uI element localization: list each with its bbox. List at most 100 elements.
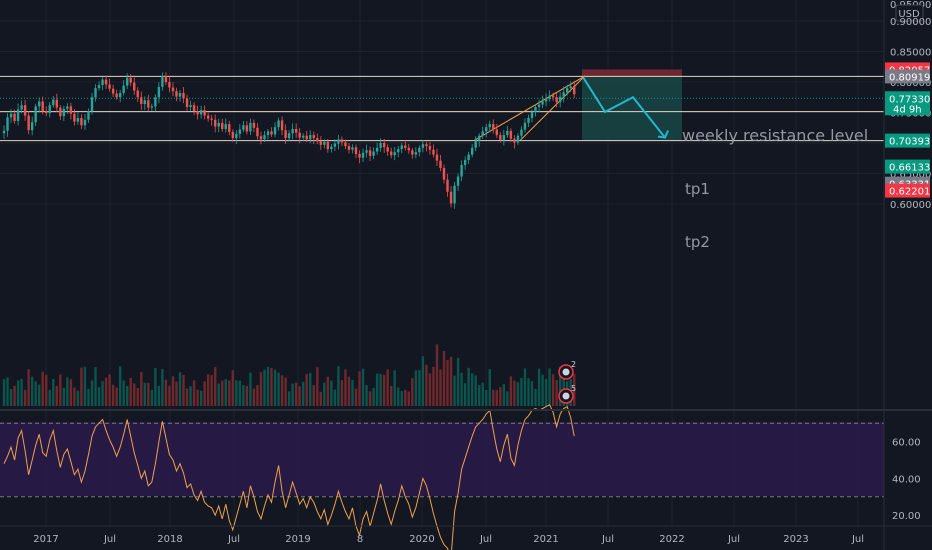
volume-bar: [168, 385, 171, 406]
price-tick-label: 0.85000: [890, 48, 931, 59]
candle-body: [347, 146, 351, 150]
volume-bar: [513, 380, 516, 406]
candle-body: [30, 122, 34, 131]
candle-body: [294, 128, 298, 133]
channel-upper-line: [473, 75, 586, 141]
candle-body: [287, 133, 291, 139]
candle-body: [175, 91, 178, 97]
candle-body: [481, 131, 484, 136]
candle-body: [516, 135, 520, 143]
volume-bar: [407, 391, 410, 406]
volume-bar: [73, 387, 76, 406]
volume-bar: [235, 380, 238, 406]
candle-body: [45, 111, 48, 114]
candle-body: [238, 129, 242, 134]
candle-body: [242, 125, 245, 130]
candle-body: [573, 86, 576, 95]
candle-body: [80, 117, 83, 126]
volume-bar: [456, 357, 460, 406]
annotation-tp1[interactable]: tp1: [685, 180, 710, 198]
volume-bar: [523, 368, 527, 406]
volume-bar: [104, 377, 108, 406]
candle-body: [23, 105, 27, 116]
candle-body: [249, 122, 252, 132]
candle-body: [316, 138, 319, 142]
volume-bar: [326, 376, 330, 406]
candle-body: [6, 117, 9, 131]
annotation-tp2[interactable]: tp2: [685, 233, 710, 251]
candle-body: [101, 79, 104, 86]
candle-body: [182, 92, 185, 99]
volume-bar: [45, 374, 48, 406]
candle-body: [566, 88, 569, 93]
volume-bar: [133, 383, 136, 406]
candle-body: [273, 127, 277, 135]
volume-bar: [404, 389, 407, 406]
candle-body: [460, 164, 463, 177]
currency-badge-box[interactable]: [895, 4, 924, 22]
volume-bar: [481, 382, 484, 406]
volume-bar: [492, 389, 495, 406]
candle-body: [562, 92, 565, 97]
volume-bar: [23, 389, 27, 406]
candle-body: [69, 106, 73, 114]
price-tag-box: [885, 159, 930, 174]
projection-arrow: [657, 130, 669, 139]
volume-bar: [467, 367, 470, 406]
candle-body: [523, 122, 527, 130]
volume-bar: [414, 370, 418, 406]
candle-body: [256, 127, 259, 137]
volume-bar: [101, 381, 104, 406]
volume-bar: [150, 389, 154, 406]
trade-boxes: [582, 69, 682, 141]
event-badges[interactable]: 25: [558, 360, 576, 404]
volume-bar: [460, 372, 463, 406]
candle-body: [446, 179, 449, 192]
candle-body: [203, 110, 206, 116]
volume-bar: [365, 385, 368, 406]
volume-bar: [397, 387, 400, 406]
volume-bar: [238, 380, 242, 406]
take-profit-box: [582, 76, 682, 141]
candle-body: [544, 99, 548, 102]
event-badge-count: 5: [571, 384, 576, 393]
candle-body: [323, 141, 326, 145]
candle-body: [344, 142, 347, 147]
candle-body: [382, 143, 386, 148]
volume-bar: [140, 371, 143, 406]
projection-line: [582, 76, 666, 139]
price-tag-box: [885, 133, 930, 148]
time-tick-label: Jul: [479, 534, 492, 545]
candle-body: [499, 135, 502, 140]
price-tag-label: 0.80919: [889, 72, 930, 83]
volume-bar: [474, 375, 477, 406]
volume-bar: [217, 383, 220, 406]
candle-body: [305, 135, 308, 140]
price-tag-box: [885, 69, 930, 84]
volume-bar: [541, 374, 544, 406]
volume-bar: [111, 384, 115, 406]
volume-bar: [470, 373, 474, 406]
candle-body: [16, 109, 20, 122]
volume-bar: [287, 391, 291, 406]
candle-body: [400, 145, 403, 150]
candle-body: [66, 106, 69, 109]
rsi-band-fill: [0, 422, 884, 496]
price-tick-label: 0.65000: [890, 170, 931, 181]
volume-bar: [13, 385, 16, 406]
candle-body: [126, 77, 129, 86]
candle-body: [104, 79, 108, 85]
candle-body: [368, 150, 372, 156]
volume-bar: [418, 370, 421, 406]
volume-bar: [59, 374, 62, 406]
volume-bar: [192, 380, 196, 406]
candles: [2, 72, 576, 209]
annotation-resistance[interactable]: weekly resistance level: [682, 126, 868, 145]
projection-path[interactable]: [582, 76, 669, 139]
candle-body: [263, 135, 266, 140]
candle-body: [386, 147, 389, 152]
horizontal-levels[interactable]: [0, 75, 884, 142]
volume-bar: [259, 372, 263, 406]
candle-body: [62, 108, 66, 117]
